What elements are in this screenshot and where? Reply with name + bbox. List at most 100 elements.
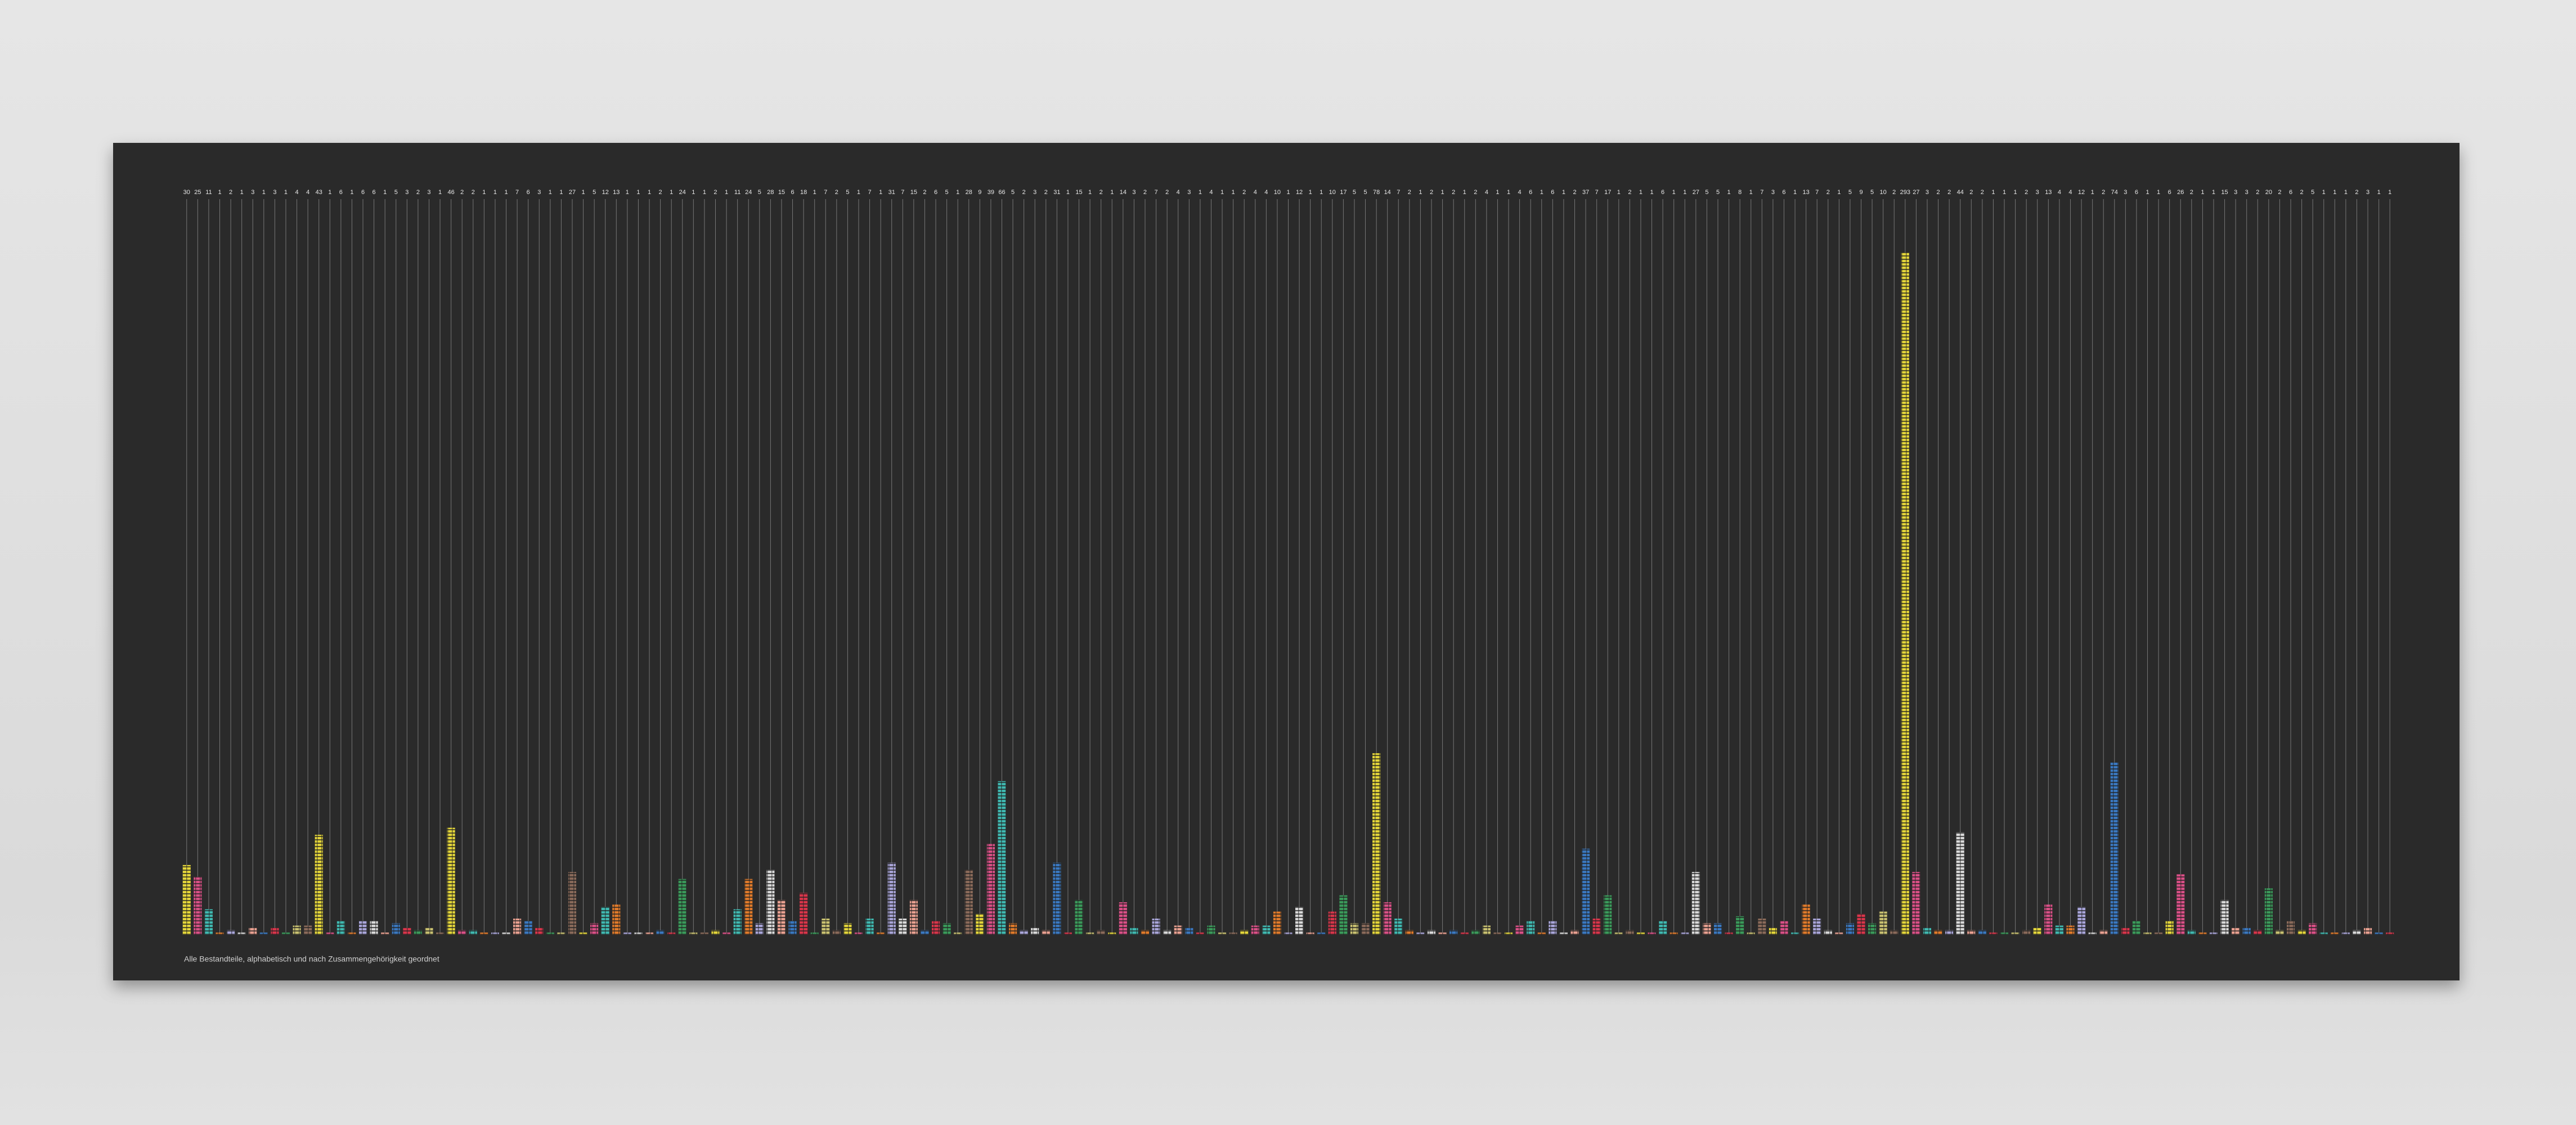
bar-texture [1086,932,1094,935]
value-label: 26 [2177,189,2184,196]
bar-texture [921,930,929,935]
value-label: 44 [1957,189,1964,196]
value-label: 2 [1143,189,1147,196]
bar-texture [700,932,708,935]
value-label: 2 [1947,189,1951,196]
value-label: 5 [758,189,761,196]
bar-texture [1218,932,1227,935]
bar-texture [1713,923,1722,935]
value-label: 5 [2311,189,2314,196]
value-label: 1 [2212,189,2215,196]
bar-texture [2319,932,2328,935]
value-label: 7 [901,189,904,196]
bar-texture [568,872,577,935]
bar-texture [1890,930,1899,935]
value-label: 1 [879,189,882,196]
value-label: 17 [1604,189,1611,196]
value-label: 2 [835,189,838,196]
bar-texture [304,925,312,935]
value-label: 2 [1430,189,1433,196]
value-label: 1 [2091,189,2094,196]
bar-texture [612,904,621,935]
value-label: 7 [868,189,872,196]
bar-texture [1691,872,1700,935]
bar-texture [877,932,885,935]
bar-texture [2187,930,2196,935]
bar-texture [1582,848,1590,935]
value-label: 7 [1760,189,1763,196]
bar-texture [998,781,1006,935]
value-label: 2 [659,189,662,196]
value-label: 5 [1363,189,1367,196]
value-label: 2 [460,189,464,196]
value-label: 2 [923,189,926,196]
value-label: 3 [1132,189,1136,196]
value-label: 1 [2388,189,2391,196]
bar-texture [931,921,940,935]
bar-texture [2364,928,2372,935]
value-label: 1 [1088,189,1092,196]
value-label: 1 [2201,189,2204,196]
value-label: 66 [998,189,1005,196]
bar-texture [843,923,852,935]
bar-texture [1284,932,1293,935]
bar-texture [2286,921,2295,935]
bar-texture [1901,252,1909,935]
value-label: 1 [2146,189,2149,196]
value-label: 1 [549,189,552,196]
bar-texture [1075,899,1083,935]
bar-texture [943,923,951,935]
value-label: 5 [945,189,949,196]
value-label: 3 [2366,189,2369,196]
value-label: 28 [767,189,774,196]
value-label: 5 [394,189,398,196]
value-label: 31 [888,189,895,196]
bar-texture [964,870,973,935]
value-label: 14 [1120,189,1127,196]
value-label: 6 [2135,189,2138,196]
bar-texture [259,932,268,935]
bar-texture [1372,753,1381,935]
bar-texture [854,932,863,935]
bar-texture [887,862,896,935]
value-label: 37 [1582,189,1589,196]
bar-texture [2220,899,2229,935]
bar-texture [348,932,356,935]
value-label: 14 [1384,189,1391,196]
bar-texture [1482,925,1491,935]
bar-texture [1956,832,1964,935]
value-label: 28 [966,189,972,196]
bar-texture [1934,930,1942,935]
bar-texture [491,932,499,935]
bar-texture [1251,925,1259,935]
value-label: 1 [1639,189,1642,196]
bar-texture [458,930,466,935]
value-label: 15 [778,189,785,196]
bar-texture [1174,925,1182,935]
bar-texture [2033,928,2041,935]
value-label: 1 [956,189,959,196]
value-label: 1 [1320,189,1323,196]
bar-texture [546,932,554,935]
value-label: 3 [2124,189,2127,196]
bar-texture [590,923,599,935]
bar-texture [976,914,984,935]
bar-texture [1273,911,1281,935]
bar-texture [1802,904,1810,935]
value-label: 27 [1913,189,1919,196]
bar-texture [1295,907,1304,935]
bar-texture [601,907,609,935]
bar-texture [1747,932,1755,935]
bar-texture [2055,925,2063,935]
bar-texture [513,919,522,935]
bar-texture [557,932,566,935]
value-label: 1 [692,189,695,196]
value-label: 3 [405,189,409,196]
bar-texture [689,932,698,935]
bar-texture [1846,923,1854,935]
bar-texture [2264,888,2273,935]
value-label: 1 [1991,189,1995,196]
bar-texture [1879,911,1887,935]
value-label: 6 [934,189,937,196]
